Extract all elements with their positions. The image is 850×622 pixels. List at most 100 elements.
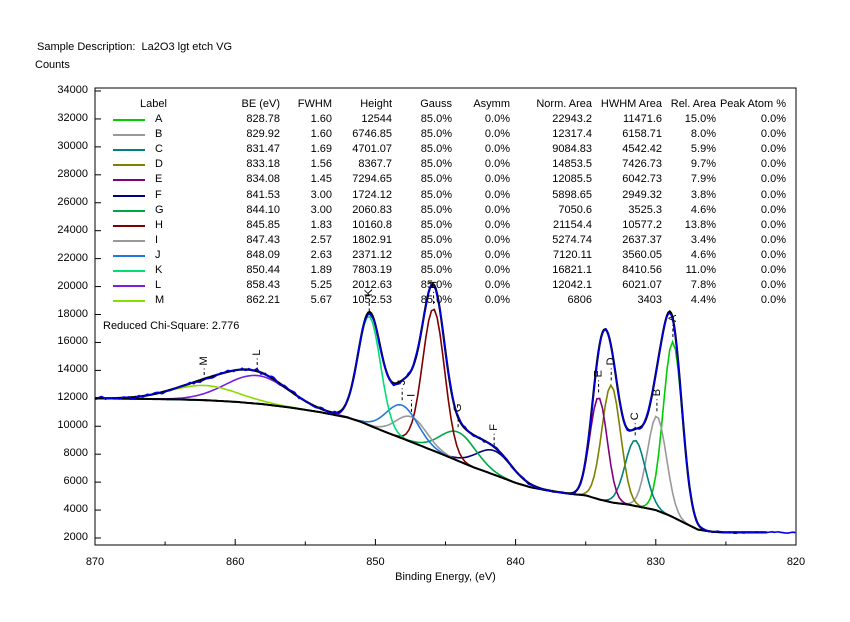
- baseline-curve: [95, 397, 766, 534]
- table-cell: 11471.6: [623, 113, 662, 126]
- table-cell: 6158.71: [622, 128, 662, 141]
- table-cell: 85.0%: [420, 128, 452, 141]
- peak-label-cell: G: [155, 203, 164, 216]
- peak-marker-label-D: D: [605, 357, 617, 365]
- table-cell: 12042.1: [552, 279, 592, 292]
- table-cell: 7803.19: [352, 264, 392, 277]
- peak-label-cell: M: [155, 294, 165, 307]
- component-curve-H: [95, 308, 766, 534]
- table-cell: 0.0%: [760, 294, 786, 307]
- table-cell: 7.9%: [690, 173, 716, 186]
- table-cell: 9084.83: [552, 143, 592, 156]
- peak-label-cell: C: [155, 143, 163, 156]
- table-cell: 16821.1: [552, 264, 592, 277]
- peak-marker-label-H: H: [428, 281, 440, 289]
- column-header: Gauss: [420, 98, 452, 110]
- table-cell: 11.0%: [685, 264, 716, 277]
- table-cell: 85.0%: [420, 264, 452, 277]
- table-cell: 831.47: [246, 143, 280, 156]
- table-cell: 6746.85: [352, 128, 392, 141]
- table-cell: 0.0%: [760, 248, 786, 261]
- table-cell: 4.6%: [690, 248, 716, 261]
- table-cell: 22943.2: [552, 113, 592, 126]
- legend-swatch-F: [113, 194, 145, 197]
- table-cell: 5274.74: [552, 233, 592, 246]
- y-tick-label: 22000: [57, 251, 88, 264]
- column-header: Height: [360, 98, 392, 110]
- y-tick-label: 34000: [57, 84, 88, 96]
- y-tick-label: 26000: [57, 195, 88, 208]
- y-tick-label: 12000: [57, 391, 88, 404]
- x-tick-label: 870: [85, 556, 105, 568]
- legend-swatch-H: [113, 224, 145, 227]
- column-header: Norm. Area: [536, 98, 592, 110]
- table-cell: 1052.53: [352, 294, 392, 307]
- y-tick-label: 6000: [63, 475, 88, 488]
- table-row-F: F 841.53 3.00 1724.12 85.0% 0.0% 5898.65 2949.3…: [113, 188, 803, 203]
- y-tick-label: 10000: [57, 419, 88, 432]
- table-cell: 12544: [361, 113, 392, 126]
- component-curve-D: [95, 383, 766, 534]
- y-tick-label: 24000: [57, 223, 88, 236]
- component-peak-curves: [95, 308, 766, 534]
- table-cell: 13.8%: [684, 218, 716, 231]
- peak-markers: A B C DE F G H I J K L M: [198, 281, 679, 446]
- table-cell: 0.0%: [760, 233, 786, 246]
- table-cell: 85.0%: [420, 143, 452, 156]
- peak-marker-label-K: K: [363, 288, 375, 296]
- legend-swatch-D: [113, 164, 145, 167]
- table-row-C: C 831.47 1.69 4701.07 85.0% 0.0% 9084.83 4542.4…: [113, 142, 803, 157]
- table-cell: 0.0%: [484, 188, 510, 201]
- table-cell: 0.0%: [484, 143, 510, 156]
- peak-label-cell: A: [155, 113, 163, 126]
- table-cell: 3.4%: [690, 233, 716, 246]
- table-cell: 5.25: [310, 279, 332, 292]
- table-cell: 21154.4: [553, 218, 592, 231]
- table-row-H: H 845.85 1.83 10160.8 85.0% 0.0% 21154.4 10577.…: [113, 218, 803, 233]
- legend-swatch-B: [113, 134, 145, 137]
- table-cell: 3.00: [310, 203, 332, 216]
- table-cell: 1.60: [310, 113, 332, 126]
- column-header: HWHM Area: [600, 98, 662, 110]
- table-cell: 0.0%: [760, 264, 786, 277]
- table-cell: 0.0%: [484, 113, 510, 126]
- column-header: Rel. Area: [670, 98, 716, 110]
- peak-marker-label-J: J: [396, 380, 408, 386]
- table-cell: 844.10: [246, 203, 280, 216]
- y-tick-label: 16000: [57, 335, 88, 348]
- column-header: Label: [140, 98, 167, 110]
- y-tick-label: 18000: [57, 307, 88, 320]
- table-cell: 2012.63: [352, 279, 392, 292]
- table-cell: 2060.83: [352, 203, 392, 216]
- component-curve-M: [95, 384, 766, 534]
- table-cell: 1802.91: [352, 233, 392, 246]
- table-cell: 4542.42: [622, 143, 662, 156]
- y-tick-label: 32000: [57, 111, 88, 124]
- peak-marker-label-I: I: [405, 394, 417, 397]
- table-cell: 1724.12: [352, 188, 392, 201]
- table-cell: 0.0%: [484, 248, 510, 261]
- table-cell: 0.0%: [760, 143, 786, 156]
- peak-marker-label-M: M: [198, 356, 210, 365]
- table-cell: 1.89: [310, 264, 332, 277]
- table-cell: 10160.8: [352, 218, 392, 231]
- peak-label-cell: K: [155, 264, 163, 277]
- table-cell: 4.4%: [690, 294, 716, 307]
- table-cell: 1.56: [310, 158, 332, 171]
- table-cell: 0.0%: [760, 173, 786, 186]
- legend-swatch-C: [113, 149, 145, 152]
- peak-label-cell: F: [155, 188, 162, 201]
- table-cell: 4701.07: [352, 143, 392, 156]
- peak-marker-label-A: A: [667, 314, 679, 322]
- peak-label-cell: I: [155, 233, 159, 246]
- table-cell: 0.0%: [760, 113, 786, 126]
- table-row-A: A 828.78 1.60 12544 85.0% 0.0% 22943.2 11471.6 1…: [113, 112, 803, 127]
- y-axis-title: Counts: [35, 59, 70, 71]
- table-row-E: E 834.08 1.45 7294.65 85.0% 0.0% 12085.5 6042.7…: [113, 172, 803, 187]
- table-cell: 85.0%: [420, 158, 452, 171]
- table-cell: 2.63: [310, 248, 332, 261]
- table-cell: 0.0%: [760, 158, 786, 171]
- table-cell: 6021.07: [622, 279, 662, 292]
- table-header-row: Label BE (eV) FWHM Height Gauss Asymm Norm. Ar…: [113, 97, 803, 112]
